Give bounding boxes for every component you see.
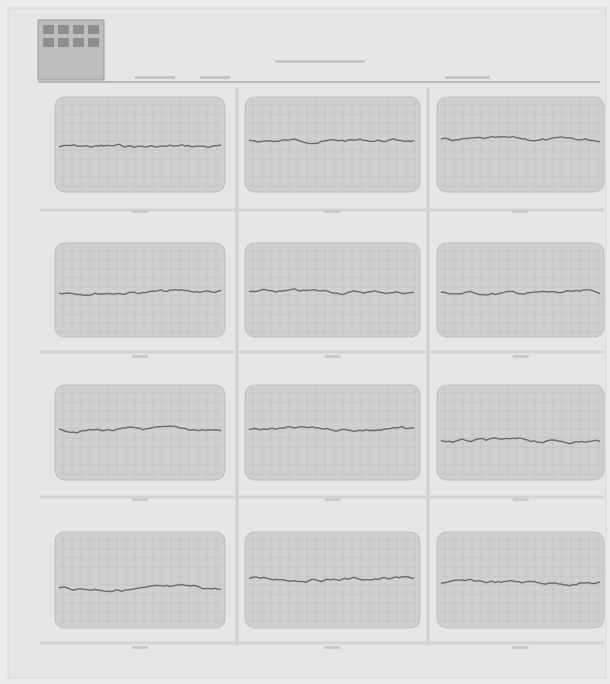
page: (() => { const svg = document.getElement… — [0, 0, 610, 684]
illegible-caption — [513, 210, 529, 213]
logo-cell — [88, 25, 99, 34]
illegible-text — [445, 76, 490, 79]
logo-cell — [43, 38, 54, 47]
illegible-caption — [132, 210, 148, 213]
illegible-caption — [513, 355, 529, 358]
trace-panel — [437, 385, 604, 480]
illegible-caption — [325, 210, 341, 213]
illegible-caption — [325, 498, 341, 501]
logo-cell — [73, 25, 84, 34]
illegible-caption — [132, 355, 148, 358]
trace-panel — [55, 385, 225, 480]
trace-panel — [55, 532, 225, 628]
illegible-text — [275, 60, 365, 63]
scanned-sheet — [0, 0, 610, 684]
logo-cell — [58, 38, 69, 47]
illegible-caption — [132, 646, 148, 649]
logo-cell — [43, 25, 54, 34]
trace-panel — [55, 97, 225, 192]
illegible-text — [200, 76, 230, 79]
logo-cell — [73, 38, 84, 47]
illegible-caption — [325, 646, 341, 649]
illegible-caption — [513, 498, 529, 501]
illegible-caption — [132, 498, 148, 501]
trace-panel — [437, 97, 604, 192]
illegible-text — [135, 76, 175, 79]
illegible-caption — [325, 355, 341, 358]
logo-cell — [88, 38, 99, 47]
illegible-caption — [513, 646, 529, 649]
logo-cell — [58, 25, 69, 34]
